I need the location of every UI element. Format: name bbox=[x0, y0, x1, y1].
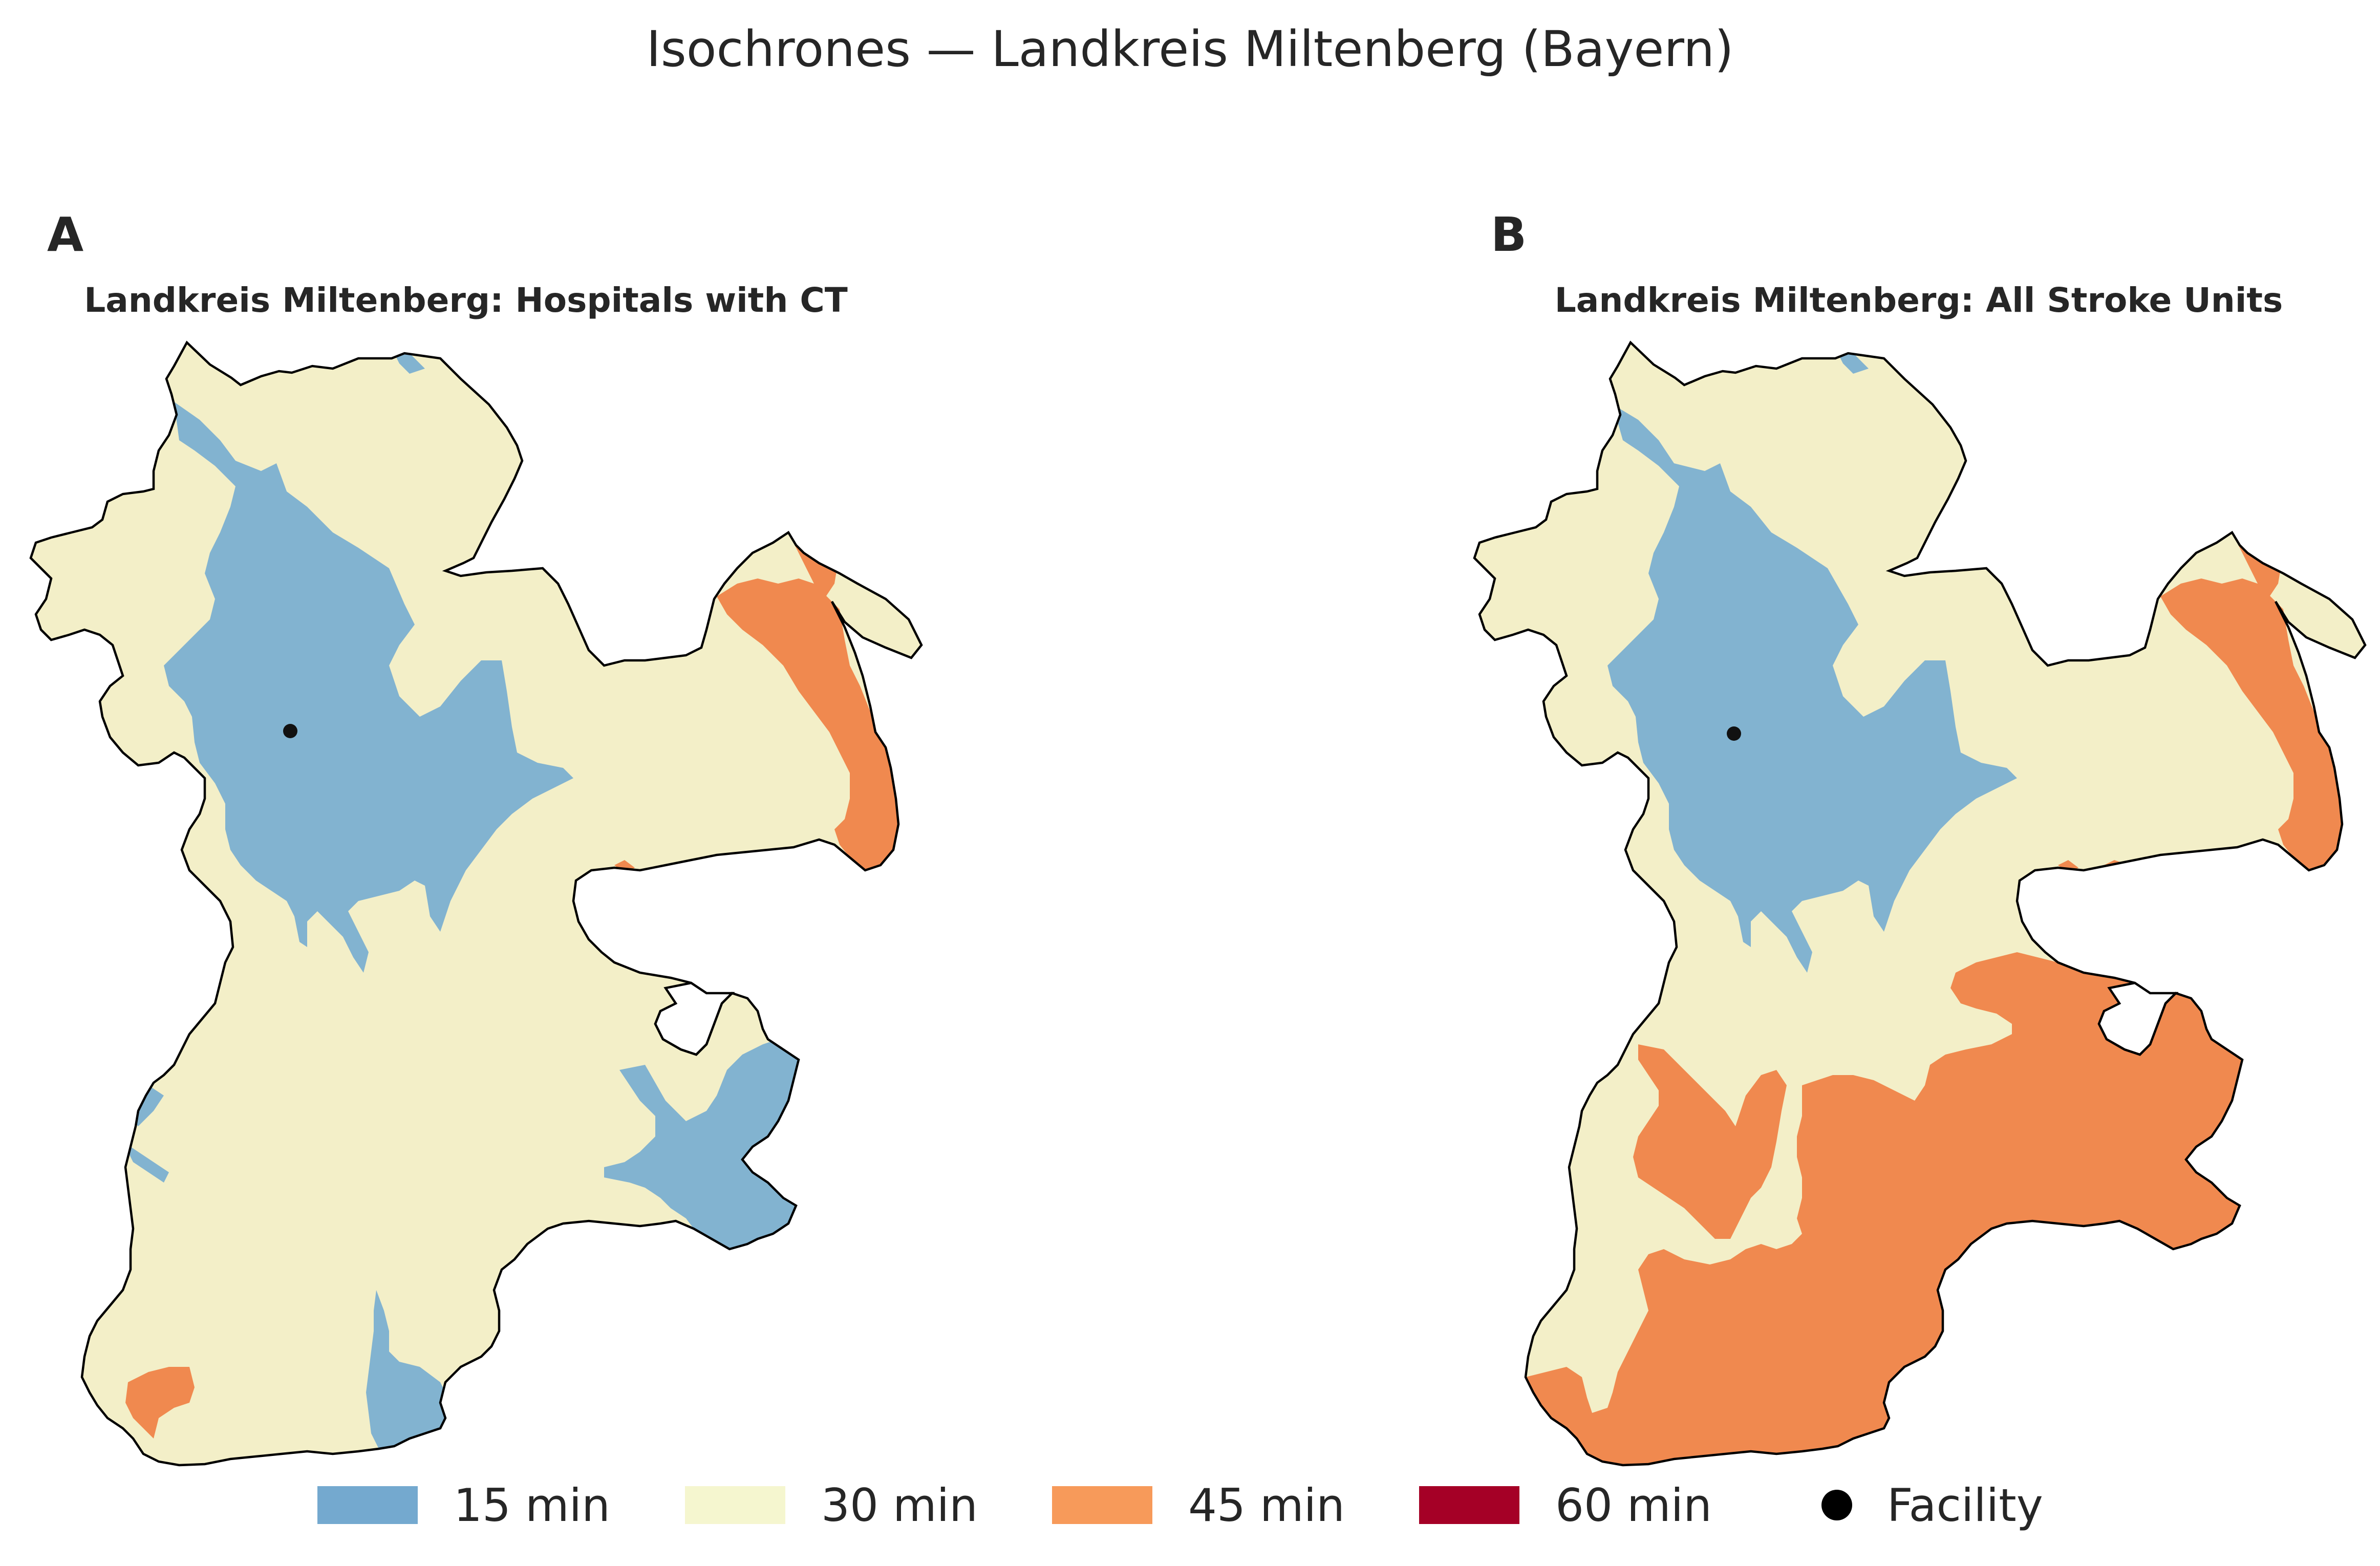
figure-title: Isochrones — Landkreis Miltenberg (Bayer… bbox=[646, 20, 1734, 78]
legend-swatch-60min bbox=[1419, 1486, 1519, 1524]
panel-a-45min-zone-sw bbox=[125, 1367, 195, 1439]
legend-label-30min: 30 min bbox=[821, 1478, 978, 1532]
panel-a-30min-zone bbox=[31, 342, 921, 1465]
panel-b-15min-zone-north bbox=[1838, 353, 1869, 374]
legend-swatch-15min bbox=[317, 1486, 418, 1524]
panel-a-title: Landkreis Miltenberg: Hospitals with CT bbox=[84, 281, 848, 320]
legend-swatch-45min bbox=[1052, 1486, 1152, 1524]
panel-b-title: Landkreis Miltenberg: All Stroke Units bbox=[1554, 281, 2283, 320]
legend-facility-dot bbox=[1821, 1490, 1852, 1520]
panel-a-facility-marker[interactable] bbox=[283, 724, 297, 738]
panel-b-15min-zone bbox=[1607, 404, 2017, 973]
legend-item-60min: 60 min bbox=[1419, 1474, 1712, 1536]
panel-a-15min-zone bbox=[164, 402, 573, 973]
legend-label-facility: Facility bbox=[1887, 1478, 2043, 1532]
panel-b-facility-marker[interactable] bbox=[1727, 726, 1741, 741]
legend-label-60min: 60 min bbox=[1555, 1478, 1712, 1532]
panel-a-enclave bbox=[654, 981, 735, 1056]
legend-label-15min: 15 min bbox=[454, 1478, 610, 1532]
panel-a-15min-zone-east bbox=[604, 1039, 799, 1249]
panel-a-45min-zone-east bbox=[717, 527, 898, 870]
legend-swatch-30min bbox=[685, 1486, 785, 1524]
panel-b-45min-zone-east bbox=[2160, 527, 2342, 870]
legend-label-45min: 45 min bbox=[1188, 1478, 1345, 1532]
legend-item-facility: Facility bbox=[1787, 1474, 2043, 1536]
legend: 15 min 30 min 45 min 60 min Facility bbox=[0, 1474, 2380, 1546]
panel-a-15min-zone-south bbox=[366, 1290, 451, 1449]
panel-b-map bbox=[1474, 342, 2365, 1465]
legend-item-30min: 30 min bbox=[685, 1474, 978, 1536]
panel-b-enclave bbox=[2097, 981, 2179, 1056]
panel-b-letter: B bbox=[1491, 207, 1527, 262]
panel-a-letter: A bbox=[47, 207, 84, 262]
panel-a-15min-zone-north bbox=[394, 353, 425, 374]
panel-a-map bbox=[31, 342, 921, 1465]
legend-item-45min: 45 min bbox=[1052, 1474, 1345, 1536]
legend-item-15min: 15 min bbox=[317, 1474, 610, 1536]
panel-b-45min-zone-south bbox=[1526, 952, 2242, 1465]
